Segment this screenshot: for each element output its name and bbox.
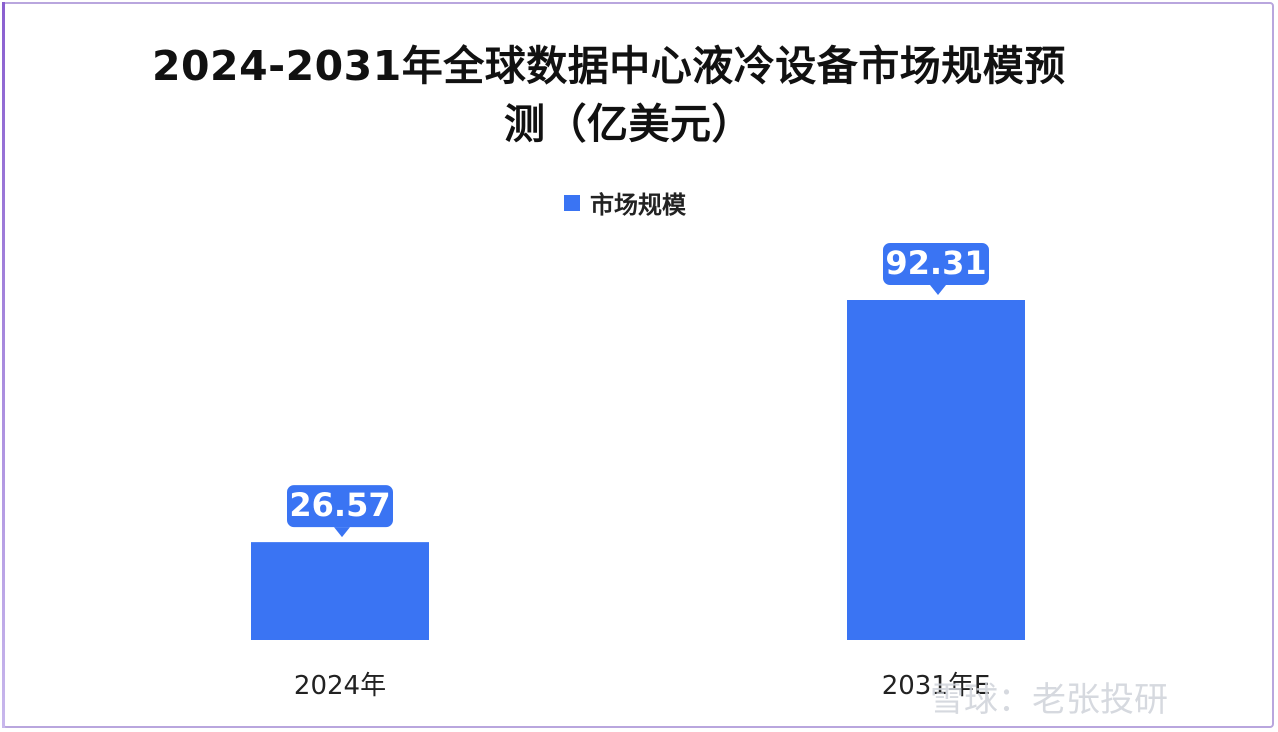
chart-title-line-2: 测（亿美元） [504, 100, 753, 148]
x-tick-label-1: 2024年 [294, 671, 386, 701]
legend-swatch [564, 194, 580, 211]
data-label-pointer-1 [334, 527, 350, 538]
bar-1 [251, 542, 429, 640]
data-label-1: 26.57 [289, 486, 390, 524]
legend: 市场规模 [564, 185, 686, 220]
bar-2 [847, 300, 1025, 640]
data-label-2: 92.31 [885, 244, 986, 282]
data-label-pointer-2 [930, 285, 946, 295]
watermark-text: 雪球：老张投研 [930, 680, 1168, 720]
legend-label: 市场规模 [590, 191, 686, 219]
x-tick-label-2: 2031年E [882, 671, 991, 701]
chart-title-line-1: 2024-2031年全球数据中心液冷设备市场规模预 [152, 42, 1066, 90]
